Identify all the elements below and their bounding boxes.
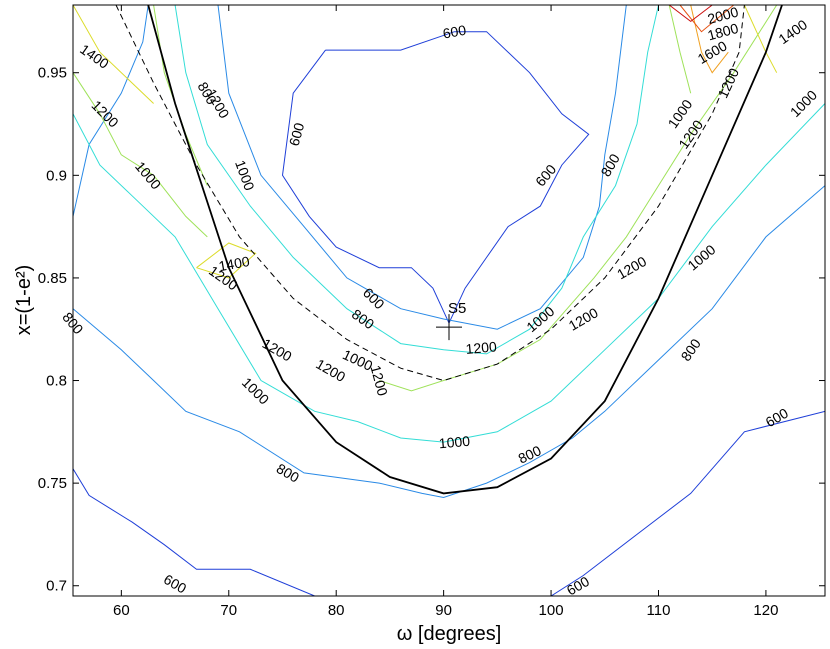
contour-600-segment-4 [550, 410, 825, 596]
x-tick-label: 100 [539, 602, 564, 619]
contour-label-1200: 1200 [367, 363, 391, 397]
contour-1600-segment-1 [690, 5, 729, 74]
x-tick-label: 90 [435, 602, 452, 619]
contour-label-1400: 1400 [217, 253, 251, 274]
y-tick-label: 0.7 [46, 578, 67, 595]
contour-800-segment-3 [217, 5, 627, 330]
y-axis-ticks: 0.7 0.75 0.8 0.85 0.9 0.95 [38, 65, 825, 595]
contour-600-segment-1 [325, 31, 590, 324]
contour-1000-segment-1 [73, 103, 825, 443]
dashed-curve [115, 5, 745, 382]
contour-label-1200: 1200 [465, 338, 498, 357]
contour-1800-segment-1 [679, 5, 735, 33]
y-tick-label: 0.85 [38, 270, 67, 287]
contour-1200-segment-3 [379, 5, 778, 392]
y-axis-label: x=(1-e²) [13, 265, 35, 336]
y-tick-label: 0.8 [46, 373, 67, 390]
overlay-curves [115, 5, 783, 495]
contour-800-segment-1 [73, 5, 149, 217]
plot-frame [72, 4, 826, 597]
x-tick-label: 60 [113, 602, 130, 619]
contour-label-1800: 1800 [706, 20, 740, 44]
contour-label-600: 600 [286, 121, 308, 148]
contour-1000-segment-2 [174, 5, 659, 355]
marker-label: S5 [448, 300, 466, 317]
y-tick-label: 0.95 [38, 65, 67, 82]
contour-2000-segment-1 [668, 5, 713, 23]
contour-label-600: 600 [442, 22, 468, 42]
contour-1200-segment-4 [668, 5, 692, 94]
x-tick-label: 110 [647, 602, 671, 619]
contour-1400-segment-1 [73, 5, 154, 104]
boundary-curve [147, 5, 783, 495]
s5-marker: S5 [436, 300, 466, 341]
x-tick-label: 120 [753, 602, 778, 619]
x-axis-label: ω [degrees] [397, 623, 502, 645]
y-tick-label: 0.75 [38, 475, 67, 492]
contour-1200-segment-1 [73, 72, 208, 238]
contour-1400-segment-2 [196, 242, 257, 279]
x-tick-label: 70 [220, 602, 237, 619]
contour-label-1000: 1000 [438, 433, 471, 452]
contour-label-2000: 2000 [706, 3, 740, 27]
contour-600-segment-3 [73, 468, 315, 596]
y-tick-label: 0.9 [46, 167, 67, 184]
x-tick-label: 80 [328, 602, 345, 619]
contour-800-segment-2 [73, 185, 825, 499]
x-axis-ticks: 60 70 80 90 100 110 120 [113, 5, 778, 619]
contour-600-segment-2 [281, 49, 450, 324]
plot-area [73, 5, 825, 596]
